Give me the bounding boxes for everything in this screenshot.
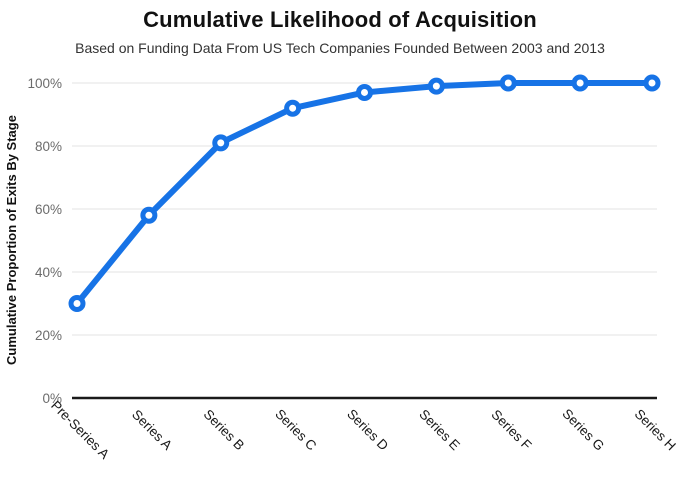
y-tick-label: 100%	[27, 76, 62, 91]
x-tick-label: Series A	[129, 407, 175, 453]
y-axis-title: Cumulative Proportion of Exits By Stage	[4, 115, 19, 365]
x-tick-label: Series E	[416, 406, 463, 453]
x-tick-label: Pre-Series A	[48, 398, 112, 462]
y-tick-label: 0%	[42, 391, 62, 406]
data-point-marker	[356, 83, 373, 101]
y-tick-label: 80%	[35, 139, 62, 154]
x-tick-label: Series G	[559, 406, 607, 454]
x-tick-label: Series F	[488, 407, 534, 453]
x-tick-label: Series H	[632, 406, 679, 453]
data-point-marker	[140, 206, 158, 224]
series-line	[74, 80, 655, 307]
x-tick-label: Series C	[272, 406, 319, 453]
x-tick-label: Series D	[344, 406, 391, 453]
y-tick-label: 60%	[35, 202, 62, 217]
data-point-marker	[68, 295, 86, 312]
y-tick-label: 40%	[35, 265, 62, 280]
chart-title: Cumulative Likelihood of Acquisition	[143, 7, 537, 32]
data-point-marker	[643, 74, 661, 92]
data-point-marker	[212, 134, 230, 152]
y-tick-label: 20%	[35, 328, 62, 343]
data-point-marker	[284, 99, 302, 117]
data-point-marker	[499, 74, 517, 92]
x-tick-label: Series B	[201, 406, 248, 453]
chart-subtitle: Based on Funding Data From US Tech Compa…	[75, 40, 605, 56]
data-point-marker	[427, 77, 445, 95]
data-point-marker	[571, 74, 589, 92]
